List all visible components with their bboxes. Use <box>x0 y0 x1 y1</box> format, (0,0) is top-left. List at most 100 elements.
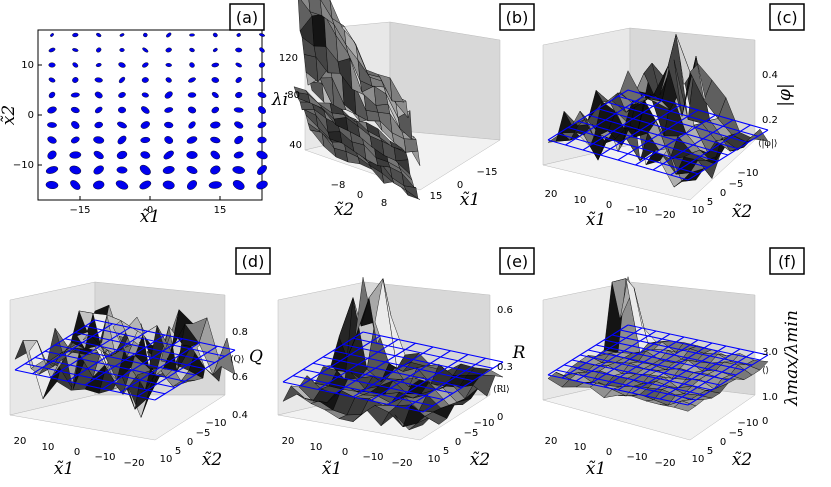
panel-e-ytick: −5 <box>464 428 479 439</box>
panel-e-label-box <box>499 247 535 275</box>
panel-c-label-box <box>769 3 805 31</box>
mean-plane-line <box>587 349 729 381</box>
surface-facet <box>308 0 323 16</box>
panel-e-xtick: 20 <box>282 436 295 447</box>
mean-plane-line <box>607 101 749 144</box>
mean-plane-line <box>332 350 474 382</box>
ellipse-marker <box>118 76 126 84</box>
panel-e-ztick: 0 <box>497 412 503 423</box>
ellipse-marker <box>258 77 266 83</box>
panel-b-ztick: 80 <box>287 90 300 101</box>
ellipse-marker <box>188 121 196 129</box>
panel-c-ylabel: x̃2 <box>732 202 752 222</box>
panel-a-ticks: −15 0 15 10 0 −10 <box>13 60 226 216</box>
ellipse-marker <box>187 92 197 98</box>
panel-b-ytick: 15 <box>430 191 443 202</box>
panel-d-label: (d) <box>242 252 265 271</box>
mean-plane-line <box>137 345 218 397</box>
mean-plane-line <box>84 325 226 357</box>
panel-a-label-box <box>229 3 265 31</box>
mean-plane-line <box>611 334 753 366</box>
ellipse-marker <box>186 136 198 144</box>
panel-b-label-box <box>499 3 535 31</box>
surface-facet <box>311 13 327 47</box>
ellipse-marker <box>232 166 245 174</box>
mean-plane-line <box>587 114 729 156</box>
ellipse-marker <box>235 62 242 68</box>
ellipse-marker <box>233 151 244 159</box>
panel-d-ytick: 5 <box>175 446 181 457</box>
ellipse-marker <box>70 136 80 144</box>
panel-e-ytick: 5 <box>443 446 449 457</box>
ellipse-marker <box>212 32 218 38</box>
panel-d-xtick: 0 <box>74 447 80 458</box>
panel-e-zlabel: R <box>512 343 526 363</box>
surface-facet <box>375 103 391 114</box>
ellipse-marker <box>70 180 81 190</box>
ellipse-marker <box>188 77 196 83</box>
panel-e-ytick: −10 <box>473 418 494 429</box>
mean-plane-line <box>687 354 769 406</box>
panel-d-ztick: 0.8 <box>232 327 248 338</box>
ellipse-marker <box>232 180 245 190</box>
ellipse-marker <box>93 165 104 175</box>
mean-plane-line <box>617 95 759 137</box>
panel-c-zlabel: |φ| <box>775 83 795 106</box>
ellipse-marker <box>47 106 57 114</box>
ellipse-marker <box>70 106 80 114</box>
panel-b-label: (b) <box>506 8 529 27</box>
panel-d-ytick: −10 <box>205 418 226 429</box>
ellipse-marker <box>234 121 244 129</box>
panel-c-xtick: 20 <box>545 189 558 200</box>
surface-facet <box>320 0 333 19</box>
panel-c-xtick: 10 <box>574 195 587 206</box>
mean-plane-line <box>645 345 727 397</box>
mean-plane-line <box>659 348 741 400</box>
ellipse-marker <box>211 62 220 68</box>
ellipse-marker <box>165 63 172 67</box>
ellipse-marker <box>139 180 152 190</box>
surface-facet <box>389 77 405 103</box>
panel-b-ztick: 120 <box>279 53 298 64</box>
panel-c-ytick: 10 <box>692 205 705 216</box>
ellipse-marker <box>189 33 195 37</box>
ellipse-marker <box>96 47 102 53</box>
ellipse-marker <box>47 136 57 144</box>
panel-f-ztick: 0 <box>762 416 768 427</box>
ellipse-markers <box>45 32 268 190</box>
panel-e-ylabel: x̃2 <box>470 450 490 470</box>
panel-e-plane-label: ⟨Rl⟩ <box>493 385 510 395</box>
ellipse-marker <box>118 62 126 68</box>
panel-f: (f) 3.0 1.0 0 ⟨⟩ λmax/λmin 20 10 0 −10 −… <box>542 247 805 479</box>
ellipse-marker <box>72 32 79 38</box>
panel-d-xtick: −20 <box>123 458 144 469</box>
ellipse-marker <box>256 180 268 190</box>
ellipse-marker <box>233 107 244 113</box>
panel-f-xtick: −20 <box>654 458 675 469</box>
mean-plane-line <box>422 361 504 413</box>
ellipse-marker <box>94 106 103 114</box>
ellipse-marker <box>117 121 127 129</box>
panel-d: (d) 0.8 0.6 0.4 ⟨Q⟩ Q 20 10 0 −10 −20 x̃… <box>9 247 271 479</box>
mean-plane-line <box>54 344 196 376</box>
ellipse-marker <box>187 180 197 190</box>
panel-c-xtick: 0 <box>606 200 612 211</box>
ellipse-marker <box>119 33 125 37</box>
ellipse-marker <box>48 62 56 68</box>
ellipse-marker <box>166 32 172 38</box>
mean-plane-line <box>595 344 737 376</box>
mean-plane-line <box>619 329 761 361</box>
panel-d-ztick: 0.4 <box>232 410 248 421</box>
panel-c-xtick: −10 <box>626 205 647 216</box>
ellipse-marker <box>163 150 174 160</box>
ellipse-marker <box>118 106 126 114</box>
ellipse-marker <box>256 150 268 160</box>
panel-f-ytick: 10 <box>692 454 705 465</box>
ellipse-marker <box>187 106 197 114</box>
panel-f-xlabel: x̃1 <box>586 459 606 479</box>
panel-f-surface <box>547 276 769 412</box>
panel-e-ztick: 0.6 <box>497 305 513 316</box>
panel-d-ytick: 0 <box>187 437 193 448</box>
ellipse-marker <box>47 150 57 160</box>
ellipse-marker <box>70 92 80 98</box>
